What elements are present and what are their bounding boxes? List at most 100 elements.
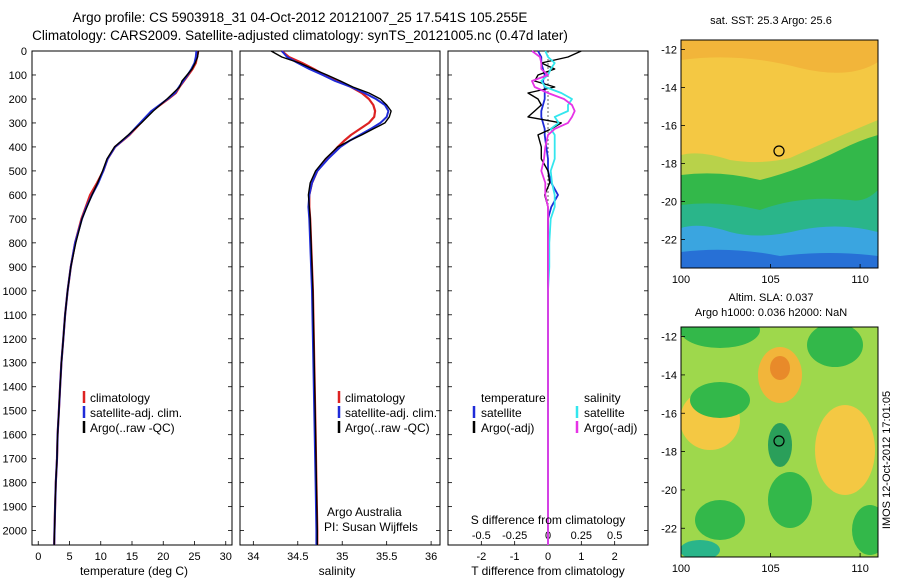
temperature-legend: climatology satellite-adj. clim. Argo(..… bbox=[82, 391, 182, 435]
legend-label-argo: Argo(..raw -QC) bbox=[90, 421, 175, 435]
sst-coldest-band bbox=[681, 249, 878, 268]
sla-green-west bbox=[690, 382, 750, 418]
x-tick-label: 15 bbox=[126, 551, 138, 563]
argo-australia-note: Argo Australia bbox=[327, 505, 402, 519]
x-tick-label: 30 bbox=[220, 551, 232, 563]
sst-map-title: sat. SST: 25.3 Argo: 25.6 bbox=[710, 15, 832, 27]
legend-label-climatology: climatology bbox=[90, 391, 150, 405]
legend-header-salinity: salinity bbox=[584, 391, 621, 405]
depth-tick-label: 100 bbox=[9, 70, 27, 82]
map-y-tick-label: -18 bbox=[661, 447, 677, 459]
x-tick-label: 0 bbox=[545, 551, 551, 563]
x-tick-label: 5 bbox=[66, 551, 72, 563]
sst-map-frame bbox=[680, 39, 879, 269]
salinity-panel-frame bbox=[239, 50, 441, 546]
x-tick-label: 10 bbox=[95, 551, 107, 563]
legend-label-s-argo: Argo(-adj) bbox=[584, 421, 637, 435]
sla-green-southwest bbox=[695, 500, 745, 540]
map-y-tick-label: -20 bbox=[661, 197, 677, 209]
depth-tick-label: 1500 bbox=[3, 406, 27, 418]
sla-map-field bbox=[681, 327, 878, 557]
x-tick-label: -1 bbox=[510, 551, 520, 563]
map-x-tick-label: 100 bbox=[672, 563, 690, 575]
salinity-series bbox=[270, 50, 392, 545]
map-x-tick-label: 100 bbox=[672, 274, 690, 286]
depth-tick-label: 0 bbox=[21, 46, 27, 58]
depth-tick-label: 300 bbox=[9, 118, 27, 130]
depth-tick-label: 1900 bbox=[3, 502, 27, 514]
figure-title-line2: Climatology: CARS2009. Satellite-adjuste… bbox=[32, 28, 568, 43]
sla-green-southeast bbox=[852, 505, 878, 555]
map-y-tick-label: -14 bbox=[661, 370, 677, 382]
sla-map-title-line2: Argo h1000: 0.036 h2000: NaN bbox=[695, 307, 847, 319]
sla-map-frame bbox=[680, 326, 879, 558]
legend-label-argo: Argo(..raw -QC) bbox=[345, 421, 430, 435]
depth-axis: 0 100 200 300 400 500 600 700 800 900 1000 1100 1200… bbox=[3, 46, 648, 538]
x-tick-label: 34 bbox=[247, 551, 259, 563]
map-y-tick-label: -16 bbox=[661, 408, 677, 420]
map-y-tick-label: -14 bbox=[661, 83, 677, 95]
x-tick-label: 36 bbox=[425, 551, 437, 563]
sla-high-core bbox=[770, 356, 790, 380]
depth-tick-label: 1600 bbox=[3, 430, 27, 442]
depth-tick-label: 1300 bbox=[3, 358, 27, 370]
x-tick-label: 25 bbox=[188, 551, 200, 563]
sla-argo-location-marker bbox=[773, 435, 785, 447]
sst-argo-location-marker bbox=[773, 145, 785, 157]
series-line-salinity-argo-adj- bbox=[531, 50, 576, 545]
map-x-tick-label: 105 bbox=[761, 563, 779, 575]
x-tick-label: 20 bbox=[157, 551, 169, 563]
sla-green-north bbox=[681, 327, 760, 348]
difference-series bbox=[527, 50, 582, 545]
depth-tick-label: 2000 bbox=[3, 526, 27, 538]
depth-tick-label: 800 bbox=[9, 238, 27, 250]
sla-teal-south bbox=[681, 540, 720, 557]
sla-low-near-float bbox=[768, 423, 792, 467]
map-y-tick-label: -12 bbox=[661, 45, 677, 57]
sst-map-axes: -12 -14 -16 -18 -20 -22 100 105 110 bbox=[661, 45, 869, 287]
map-y-tick-label: -22 bbox=[661, 523, 677, 535]
legend-label-satellite: satellite-adj. clim. bbox=[345, 406, 437, 420]
depth-tick-label: 1200 bbox=[3, 334, 27, 346]
salinity-x-axis: 34 34.5 35 35.5 36 bbox=[247, 541, 437, 563]
depth-tick-label: 600 bbox=[9, 190, 27, 202]
sla-map-axes: -12 -14 -16 -18 -20 -22 100 105 110 bbox=[661, 332, 869, 575]
map-y-tick-label: -16 bbox=[661, 121, 677, 133]
temperature-series bbox=[53, 50, 200, 546]
legend-label-t-argo: Argo(-adj) bbox=[481, 421, 534, 435]
sla-green-south bbox=[768, 472, 812, 528]
x-tick-label: 35 bbox=[336, 551, 348, 563]
x-tick-label: 0 bbox=[35, 551, 41, 563]
legend-label-satellite: satellite-adj. clim. bbox=[90, 406, 182, 420]
sst-warm-band bbox=[681, 40, 878, 73]
depth-tick-label: 400 bbox=[9, 142, 27, 154]
sla-green-northeast bbox=[807, 327, 863, 367]
figure-title-line1: Argo profile: CS 5903918_31 04-Oct-2012 … bbox=[73, 10, 528, 25]
map-x-tick-label: 110 bbox=[851, 563, 869, 575]
depth-tick-label: 1400 bbox=[3, 382, 27, 394]
x-tick-label: 35.5 bbox=[376, 551, 397, 563]
legend-header-temperature: temperature bbox=[481, 391, 546, 405]
legend-label-t-satellite: satellite bbox=[481, 406, 522, 420]
x-tick-label: 34.5 bbox=[287, 551, 308, 563]
temperature-x-label: temperature (deg C) bbox=[80, 564, 188, 578]
map-x-tick-label: 105 bbox=[761, 274, 779, 286]
depth-tick-label: 1100 bbox=[3, 310, 27, 322]
sla-warm-patch-east bbox=[815, 405, 875, 495]
depth-tick-label: 1800 bbox=[3, 478, 27, 490]
difference-legend: temperature salinity satellite Argo(-adj… bbox=[472, 391, 637, 435]
depth-tick-label: 900 bbox=[9, 262, 27, 274]
s-difference-x-label: S difference from climatology bbox=[471, 513, 626, 527]
pi-note: PI: Susan Wijffels bbox=[324, 520, 418, 534]
depth-tick-label: 700 bbox=[9, 214, 27, 226]
temperature-x-axis: 0 5 10 15 20 25 30 bbox=[35, 541, 232, 563]
map-y-tick-label: -20 bbox=[661, 485, 677, 497]
difference-x-axis: -2 -1 0 1 2-0.5 -0.25 0 0.25 0.5 bbox=[472, 530, 622, 563]
depth-tick-label: 1000 bbox=[3, 286, 27, 298]
x-tick-label: -0.5 bbox=[472, 530, 491, 542]
x-tick-label: 0.25 bbox=[571, 530, 592, 542]
x-tick-label: -0.25 bbox=[502, 530, 527, 542]
legend-label-s-satellite: satellite bbox=[584, 406, 625, 420]
sla-map-title-line1: Altim. SLA: 0.037 bbox=[729, 292, 814, 304]
x-tick-label: 1 bbox=[578, 551, 584, 563]
